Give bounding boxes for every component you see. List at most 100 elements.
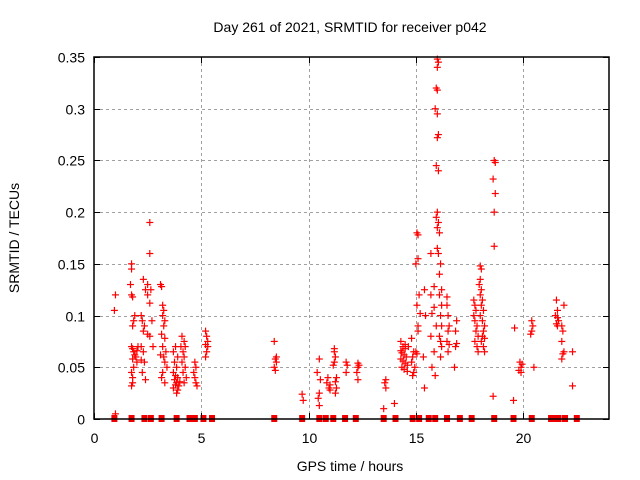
- data-point: [298, 390, 306, 398]
- data-point: [437, 337, 445, 345]
- data-point: [481, 322, 489, 330]
- data-point: [438, 343, 446, 351]
- data-point: [332, 374, 340, 382]
- data-point: [427, 250, 435, 258]
- data-point: [192, 379, 200, 387]
- data-point: [411, 363, 419, 371]
- data-point: [413, 301, 421, 309]
- data-point: [176, 378, 184, 386]
- data-point: [342, 358, 350, 366]
- data-point: [470, 296, 478, 304]
- data-point: [203, 348, 211, 356]
- data-point: [397, 337, 405, 345]
- data-point: [140, 358, 148, 366]
- data-point: [438, 286, 446, 294]
- data-point: [146, 332, 154, 340]
- data-point: [158, 283, 166, 291]
- data-point: [192, 363, 200, 371]
- data-point: [437, 353, 445, 361]
- x-tick-label: 0: [91, 430, 99, 446]
- data-point: [430, 303, 438, 311]
- data-point: [433, 208, 441, 216]
- data-point: [174, 386, 182, 394]
- data-point: [314, 394, 322, 402]
- y-tick-label: 0.3: [66, 102, 86, 118]
- data-point: [427, 332, 435, 340]
- data-point: [453, 339, 461, 347]
- x-tick-label: 10: [302, 430, 318, 446]
- data-point: [128, 382, 136, 390]
- data-point: [434, 58, 442, 66]
- data-point: [193, 382, 201, 390]
- ticks-layer: 0 0.05 0.1 0.15 0.2 0.25 0.3 0.35 0 5 10 15 20: [58, 50, 609, 446]
- data-point: [443, 301, 451, 309]
- data-point: [271, 366, 279, 374]
- data-point: [477, 286, 485, 294]
- data-point: [139, 348, 147, 356]
- data-point: [270, 337, 278, 345]
- plot-frame: [93, 56, 610, 420]
- data-point: [147, 286, 155, 294]
- data-point: [415, 291, 423, 299]
- data-point: [128, 368, 136, 376]
- data-point: [410, 368, 418, 376]
- data-point: [163, 363, 171, 371]
- data-point: [428, 310, 436, 318]
- data-point: [381, 379, 389, 387]
- data-point: [435, 270, 443, 278]
- data-point: [324, 374, 332, 382]
- data-point: [202, 327, 210, 335]
- data-point: [414, 231, 422, 239]
- data-point: [433, 86, 441, 94]
- data-point: [409, 353, 417, 361]
- data-point: [129, 355, 137, 363]
- data-point: [173, 363, 181, 371]
- data-point: [529, 322, 537, 330]
- data-point: [329, 361, 337, 369]
- data-point: [479, 306, 487, 314]
- data-point: [402, 353, 410, 361]
- data-point: [137, 312, 145, 320]
- data-point: [420, 286, 428, 294]
- data-point: [434, 218, 442, 226]
- data-point: [169, 384, 177, 392]
- data-point: [111, 291, 119, 299]
- data-point: [430, 283, 438, 291]
- x-axis-label: GPS time / hours: [297, 458, 404, 474]
- data-point: [162, 348, 170, 356]
- data-point: [313, 368, 321, 376]
- data-point: [331, 389, 339, 397]
- data-point: [445, 341, 453, 349]
- data-point: [160, 306, 168, 314]
- y-tick-label: 0.2: [66, 205, 86, 221]
- grid-layer: [94, 57, 609, 419]
- data-point: [382, 376, 390, 384]
- y-tick-label: 0.1: [66, 309, 86, 325]
- data-point: [437, 260, 445, 268]
- data-point: [438, 322, 446, 330]
- data-point: [433, 244, 441, 252]
- data-point: [146, 299, 154, 307]
- data-point: [179, 348, 187, 356]
- data-point: [470, 312, 478, 320]
- data-point: [527, 330, 535, 338]
- data-point: [271, 355, 279, 363]
- data-point: [158, 330, 166, 338]
- data-point: [569, 382, 577, 390]
- data-point: [471, 317, 479, 325]
- data-point: [472, 306, 480, 314]
- data-point: [552, 296, 560, 304]
- y-tick-label: 0.25: [58, 153, 85, 169]
- data-point: [190, 368, 198, 376]
- data-point: [144, 291, 152, 299]
- data-point: [414, 255, 422, 263]
- data-point: [558, 355, 566, 363]
- data-point: [159, 343, 167, 351]
- data-point: [170, 358, 178, 366]
- data-point: [431, 372, 439, 380]
- data-point: [149, 343, 157, 351]
- data-point: [129, 293, 137, 301]
- data-point: [180, 337, 188, 345]
- data-point: [133, 347, 141, 355]
- data-point: [518, 360, 526, 368]
